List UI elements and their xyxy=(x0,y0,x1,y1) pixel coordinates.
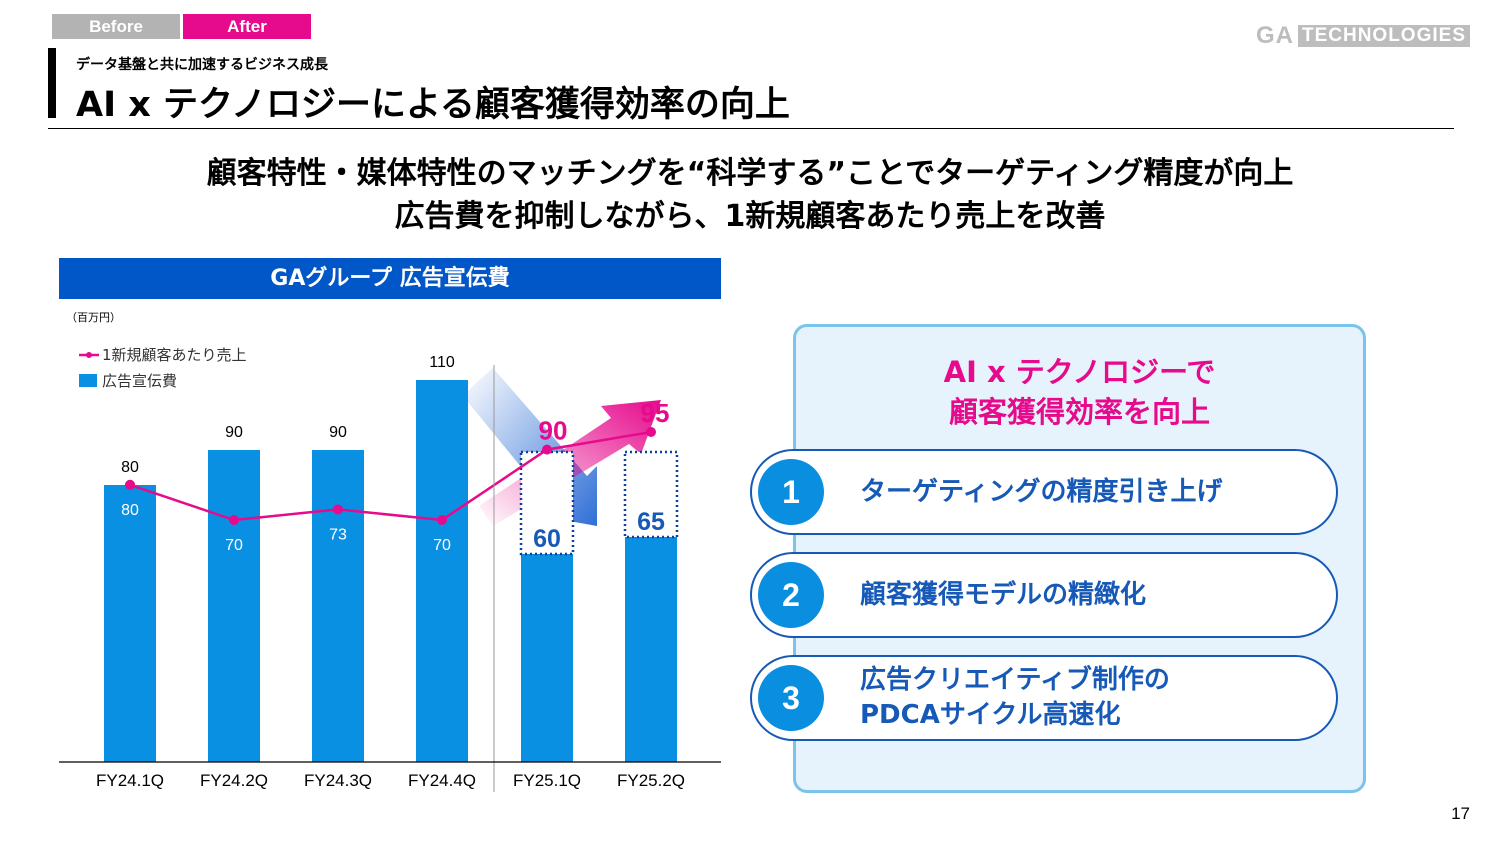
tab-before[interactable]: Before xyxy=(52,14,180,39)
reduction-box-FY25.2Q xyxy=(623,450,679,539)
line-point-FY24.4Q xyxy=(437,515,447,525)
item-number-badge: 2 xyxy=(758,562,824,628)
lead-line-2: 広告費を抑制しながら、1新規顧客あたり売上を改善 xyxy=(394,199,1106,234)
title-accent-bar xyxy=(48,48,56,118)
chart-header: GAグループ 広告宣伝費 xyxy=(59,258,721,299)
lead-message: 顧客特性・媒体特性のマッチングを“科学する”ことでターゲティング精度が向上 広告… xyxy=(0,152,1500,238)
bar-FY25.1Q xyxy=(521,554,573,762)
bar-FY24.2Q xyxy=(208,450,260,762)
item-text: 広告クリエイティブ制作の PDCAサイクル高速化 xyxy=(860,665,1170,730)
line-value-label: 80 xyxy=(121,502,139,519)
line-series-path xyxy=(129,430,652,522)
bar-value-label: 80 xyxy=(121,459,139,476)
bar-FY24.4Q xyxy=(416,380,468,762)
page-number: 17 xyxy=(1451,804,1470,823)
logo-ga-text: GA xyxy=(1255,22,1294,49)
line-value-label: 73 xyxy=(329,526,347,543)
chart-unit-label: （百万円） xyxy=(66,311,121,324)
x-tick-label: FY24.1Q xyxy=(96,771,164,790)
page-subtitle: データ基盤と共に加速するビジネス成長 xyxy=(76,57,328,73)
initiative-item-1: 1 ターゲティングの精度引き上げ xyxy=(750,449,1338,535)
bar-value-label: 60 xyxy=(533,525,561,553)
line-value-label: 90 xyxy=(539,416,568,446)
bar-FY25.2Q xyxy=(625,537,677,762)
tab-after[interactable]: After xyxy=(183,14,311,39)
line-value-label: 70 xyxy=(225,537,243,554)
panel-title-line-1: AI x テクノロジーで xyxy=(943,355,1216,389)
item-text: 顧客獲得モデルの精緻化 xyxy=(860,579,1147,610)
logo-tech-text: TECHNOLOGIES xyxy=(1297,25,1470,47)
panel-title: AI x テクノロジーで 顧客獲得効率を向上 xyxy=(793,352,1366,432)
bar-value-label: 90 xyxy=(225,424,243,441)
lead-line-1: 顧客特性・媒体特性のマッチングを“科学する”ことでターゲティング精度が向上 xyxy=(206,156,1294,191)
item-text: ターゲティングの精度引き上げ xyxy=(860,476,1223,507)
x-tick-label: FY25.1Q xyxy=(513,771,581,790)
bar-FY24.1Q xyxy=(104,485,156,762)
company-logo: GA TECHNOLOGIES xyxy=(1255,22,1470,49)
bar-value-label: 65 xyxy=(637,508,665,536)
title-divider xyxy=(48,128,1454,129)
legend-bar-swatch xyxy=(79,374,97,387)
x-tick-label: FY24.4Q xyxy=(408,771,476,790)
item-number-badge: 1 xyxy=(758,459,824,525)
item-number-badge: 3 xyxy=(758,665,824,731)
initiative-item-2: 2 顧客獲得モデルの精緻化 xyxy=(750,552,1338,638)
line-value-label: 70 xyxy=(433,537,451,554)
line-point-FY24.3Q xyxy=(333,504,343,515)
line-point-FY25.2Q xyxy=(646,427,656,437)
legend-label-bar: 広告宣伝費 xyxy=(102,372,177,390)
line-point-FY24.1Q xyxy=(125,479,135,490)
legend-line-dot xyxy=(86,352,92,358)
page-title: AI x テクノロジーによる顧客獲得効率の向上 xyxy=(76,85,790,125)
x-tick-label: FY25.2Q xyxy=(617,771,685,790)
line-value-label: 95 xyxy=(641,398,670,428)
initiative-item-3: 3 広告クリエイティブ制作の PDCAサイクル高速化 xyxy=(750,655,1338,741)
reduction-box-FY25.1Q xyxy=(519,450,575,556)
panel-title-line-2: 顧客獲得効率を向上 xyxy=(948,395,1210,429)
line-point-FY25.1Q xyxy=(542,444,552,455)
x-tick-label: FY24.2Q xyxy=(200,771,268,790)
x-tick-label: FY24.3Q xyxy=(304,771,372,790)
legend-label-line: 1新規顧客あたり売上 xyxy=(102,346,247,364)
bar-value-label: 90 xyxy=(329,424,347,441)
line-point-FY24.2Q xyxy=(229,515,239,525)
bar-value-label: 110 xyxy=(429,354,455,371)
bar-FY24.3Q xyxy=(312,450,364,762)
